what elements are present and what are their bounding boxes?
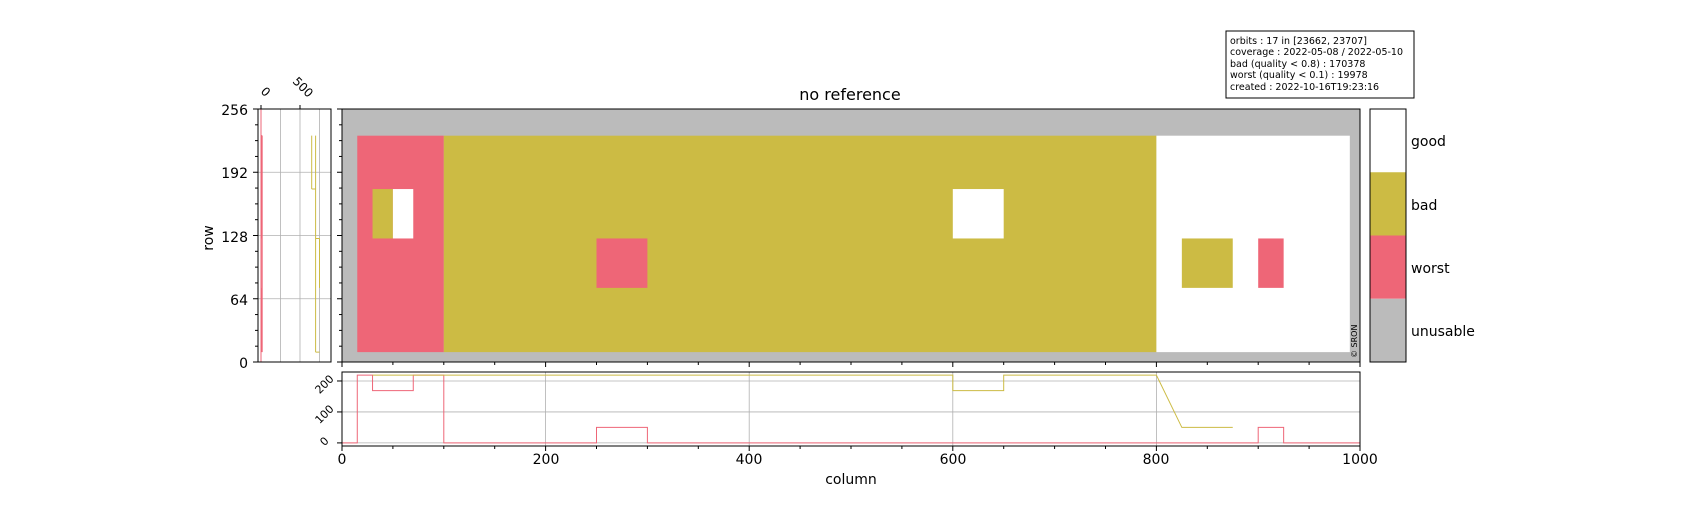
chart-title: no reference: [799, 85, 900, 104]
colorbar-swatch-unusable: [1370, 298, 1406, 362]
info-line-worst: worst (quality < 0.1) : 19978: [1230, 70, 1368, 81]
y-tick-label-64: 64: [230, 293, 248, 309]
heatmap-region-bad: [1181, 238, 1233, 288]
colorbar-label-good: good: [1411, 134, 1446, 150]
heatmap-region-bad: [443, 135, 1157, 353]
info-box: orbits : 17 in [23662, 23707] coverage :…: [1225, 30, 1415, 99]
side-profile-line: [260, 109, 263, 363]
x-tick-label-0: 0: [338, 452, 347, 468]
bottom-y-tick-label-200: 200: [313, 373, 337, 397]
side-profile-line: [311, 135, 320, 353]
bottom-y-tick-label-0: 0: [317, 434, 331, 448]
side-profile-panel: [258, 109, 331, 363]
bottom-y-tick-label-100: 100: [313, 403, 337, 427]
main-x-ticks: [341, 362, 1361, 367]
info-line-coverage: coverage : 2022-05-08 / 2022-05-10: [1230, 47, 1403, 58]
side-x-tick-label-0: 0: [258, 84, 273, 99]
colorbar: [1370, 109, 1406, 362]
colorbar-frame: [1369, 108, 1407, 363]
bottom-panel-frame: [341, 371, 1361, 447]
bottom-profile-line: [372, 374, 1233, 428]
info-line-orbits: orbits : 17 in [23662, 23707]: [1230, 36, 1367, 47]
heatmap-region-worst: [596, 238, 648, 288]
colorbar-label-unusable: unusable: [1411, 324, 1475, 340]
heatmap-region-worst: [357, 135, 444, 353]
heatmap-region-good: [952, 189, 1004, 239]
y-tick-label-128: 128: [221, 230, 248, 246]
bottom-profile-line: [342, 374, 1360, 444]
y-tick-label-256: 256: [221, 103, 248, 119]
x-tick-label-200: 200: [533, 452, 560, 468]
y-tick-label-192: 192: [221, 166, 248, 182]
colorbar-swatch-good: [1370, 109, 1406, 173]
x-axis-label: column: [825, 472, 877, 488]
side-panel-frame: [257, 108, 332, 363]
y-axis-label: row: [201, 225, 217, 250]
colorbar-label-bad: bad: [1411, 198, 1437, 214]
colorbar-label-worst: worst: [1411, 261, 1450, 277]
side-x-tick-label-500: 500: [290, 74, 316, 100]
x-tick-label-600: 600: [940, 452, 967, 468]
heatmap-region-good: [392, 189, 414, 239]
x-tick-label-800: 800: [1143, 452, 1170, 468]
info-line-bad: bad (quality < 0.8) : 170378: [1230, 59, 1365, 70]
info-line-created: created : 2022-10-16T19:23:16: [1230, 82, 1379, 93]
main-image-panel: [342, 109, 1360, 362]
colorbar-swatch-bad: [1370, 172, 1406, 236]
heatmap-region-bad: [372, 189, 393, 239]
y-tick-label-0: 0: [239, 356, 248, 372]
info-box-frame: [1225, 30, 1415, 99]
x-tick-label-400: 400: [736, 452, 763, 468]
x-tick-label-1000: 1000: [1342, 452, 1378, 468]
bottom-profile-panel: [337, 372, 1361, 451]
colorbar-swatch-worst: [1370, 235, 1406, 299]
copyright-note: © SRON: [1350, 325, 1359, 358]
heatmap-region-worst: [1258, 238, 1284, 288]
